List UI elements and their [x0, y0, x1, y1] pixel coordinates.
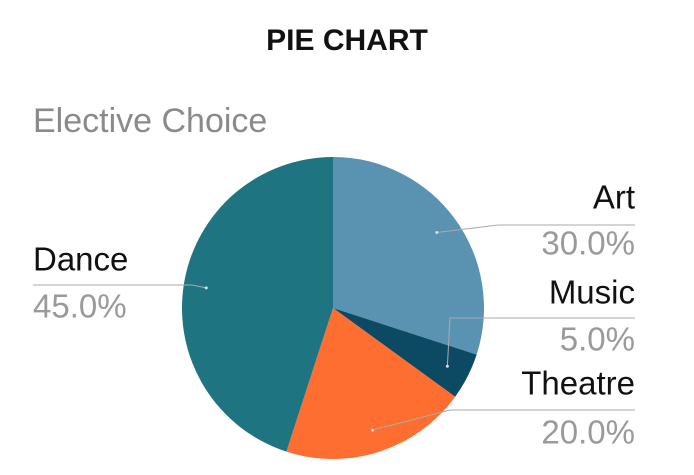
slice-label: Music: [549, 274, 635, 311]
leader-dot: [445, 364, 449, 368]
slice-value-label: 20.0%: [541, 414, 635, 451]
chart-title: PIE CHART: [266, 24, 428, 57]
leader-line: [33, 284, 207, 289]
slice-label: Art: [593, 179, 635, 216]
pie-slice: [181, 157, 333, 452]
pie-slice: [286, 308, 456, 459]
slice-value-label: 5.0%: [560, 321, 635, 358]
leader-dot: [435, 231, 439, 235]
slice-label: Theatre: [521, 365, 635, 402]
slice-label: Dance: [33, 241, 128, 278]
leader-dot: [371, 428, 375, 432]
slice-value-label: 30.0%: [541, 225, 635, 262]
slice-value-label: 45.0%: [33, 288, 127, 325]
leader-line: [436, 224, 635, 234]
pie-slice: [333, 157, 484, 355]
leader-line: [446, 317, 635, 367]
leader-dot: [204, 286, 208, 290]
leader-line: [372, 409, 635, 431]
chart-subtitle: Elective Choice: [33, 102, 267, 140]
pie-slice: [333, 308, 477, 397]
